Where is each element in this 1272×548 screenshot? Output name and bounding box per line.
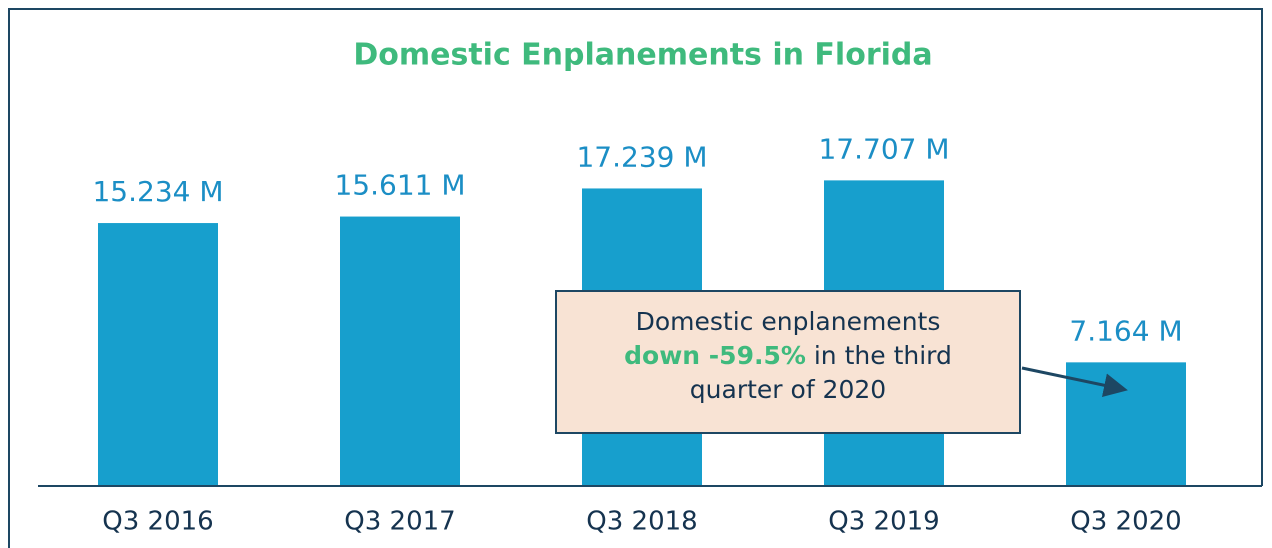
bar bbox=[340, 216, 460, 486]
frame bbox=[8, 8, 1263, 548]
annotation-text: down -59.5% in the third bbox=[624, 341, 952, 370]
value-label: 17.239 M bbox=[576, 140, 707, 173]
value-label: 17.707 M bbox=[818, 132, 949, 165]
bar bbox=[98, 223, 218, 486]
annotation-text: in the third bbox=[814, 341, 952, 370]
annotation-box bbox=[555, 290, 1021, 434]
x-tick-label: Q3 2018 bbox=[586, 507, 697, 537]
x-tick-label: Q3 2020 bbox=[1070, 507, 1181, 537]
annotation-arrow bbox=[1021, 366, 1128, 398]
annotation-text: Domestic enplanements bbox=[636, 307, 941, 336]
annotation-highlight: down -59.5% bbox=[624, 341, 806, 370]
chart-title: Domestic Enplanements in Florida bbox=[353, 38, 932, 73]
annotation-text: quarter of 2020 bbox=[690, 375, 886, 404]
value-label: 15.611 M bbox=[334, 169, 465, 202]
x-tick-label: Q3 2016 bbox=[102, 507, 213, 537]
x-tick-label: Q3 2017 bbox=[344, 507, 455, 537]
x-tick-label: Q3 2019 bbox=[828, 507, 939, 537]
value-label: 7.164 M bbox=[1069, 314, 1182, 347]
value-label: 15.234 M bbox=[92, 175, 223, 208]
